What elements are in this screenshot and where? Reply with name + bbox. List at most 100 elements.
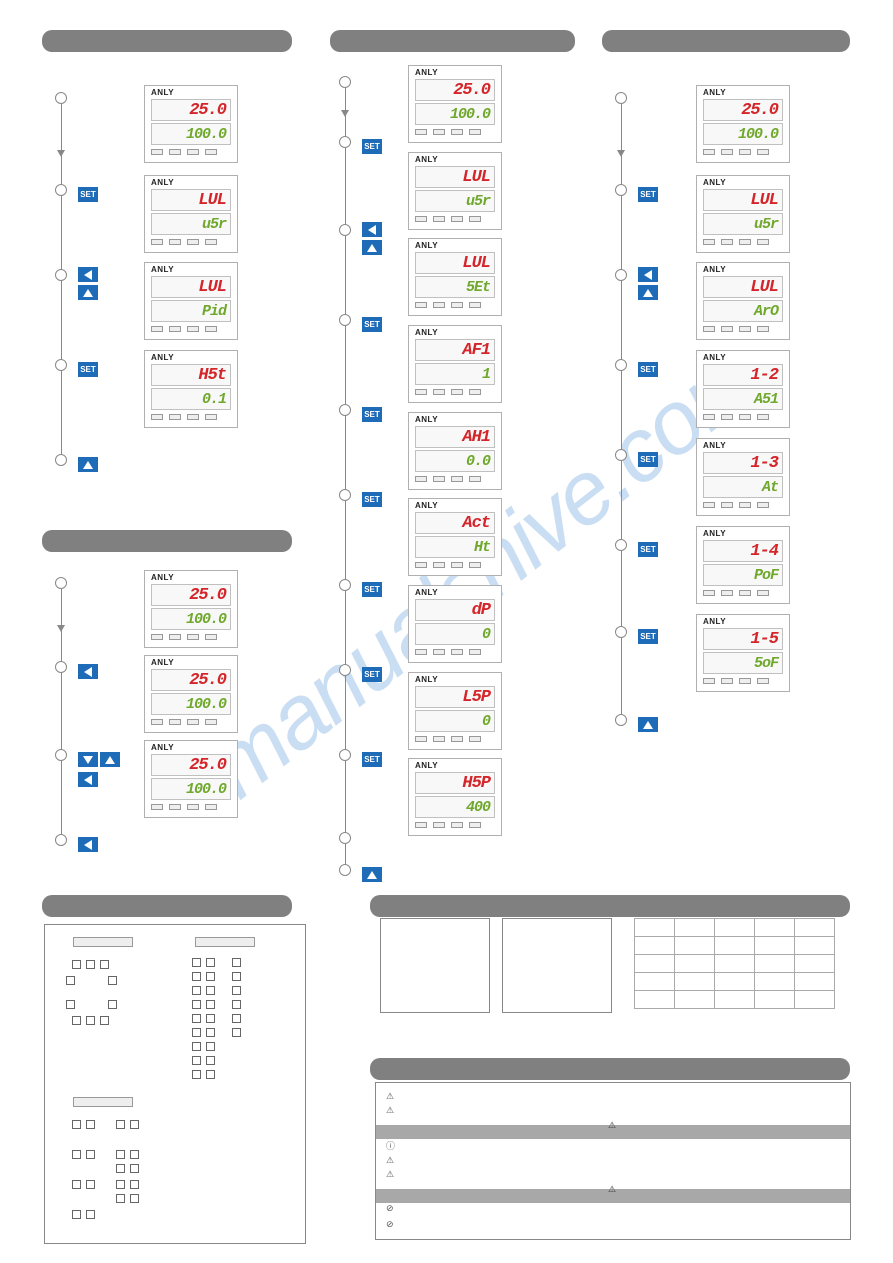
warning-icon: ⚠ bbox=[608, 1184, 616, 1195]
set-key[interactable]: SET bbox=[362, 407, 382, 422]
left-key[interactable] bbox=[638, 267, 658, 282]
prohibit-icon: ⊘ bbox=[386, 1203, 394, 1214]
flow-node bbox=[55, 577, 67, 589]
controller-display: ANLY 25.0 100.0 bbox=[408, 65, 502, 143]
section-bar bbox=[42, 530, 292, 552]
set-key[interactable]: SET bbox=[638, 542, 658, 557]
left-key[interactable] bbox=[362, 222, 382, 237]
warning-icon: ⚠ bbox=[386, 1155, 394, 1166]
flow-node bbox=[339, 749, 351, 761]
terminal-pin bbox=[232, 1028, 241, 1037]
flow-node bbox=[615, 92, 627, 104]
prohibit-icon: ⊘ bbox=[386, 1219, 394, 1230]
brand-label: ANLY bbox=[409, 66, 501, 77]
controller-display: ANLY 1-4 PoF bbox=[696, 526, 790, 604]
pv-display: 25.0 bbox=[151, 99, 231, 121]
sv-display: 100.0 bbox=[415, 103, 495, 125]
sv-display: 100.0 bbox=[151, 693, 231, 715]
pv-display: 1-5 bbox=[703, 628, 783, 650]
set-key[interactable]: SET bbox=[638, 187, 658, 202]
left-key[interactable] bbox=[78, 664, 98, 679]
pv-display: dP bbox=[415, 599, 495, 621]
terminal-pin bbox=[72, 1150, 81, 1159]
set-key[interactable]: SET bbox=[638, 362, 658, 377]
section-bar bbox=[370, 895, 850, 917]
flow-node bbox=[55, 359, 67, 371]
set-key[interactable]: SET bbox=[362, 492, 382, 507]
device-buttons bbox=[409, 645, 501, 655]
up-key[interactable] bbox=[78, 285, 98, 300]
pv-display: AF1 bbox=[415, 339, 495, 361]
pv-display: 1-4 bbox=[703, 540, 783, 562]
sv-display: PoF bbox=[703, 564, 783, 586]
terminal-pin bbox=[206, 1070, 215, 1079]
up-key[interactable] bbox=[100, 752, 120, 767]
controller-display: ANLY H5P 400 bbox=[408, 758, 502, 836]
pv-display: LUL bbox=[415, 166, 495, 188]
device-buttons bbox=[409, 385, 501, 395]
device-buttons bbox=[697, 410, 789, 420]
flow-line bbox=[61, 104, 62, 464]
left-key[interactable] bbox=[78, 267, 98, 282]
terminal-pin bbox=[66, 1000, 75, 1009]
up-key[interactable] bbox=[362, 240, 382, 255]
terminal-pin bbox=[206, 1000, 215, 1009]
flow-node bbox=[339, 314, 351, 326]
set-key[interactable]: SET bbox=[362, 139, 382, 154]
device-buttons bbox=[145, 715, 237, 725]
left-key[interactable] bbox=[78, 837, 98, 852]
set-key[interactable]: SET bbox=[362, 582, 382, 597]
flow-node bbox=[339, 664, 351, 676]
flow-node bbox=[615, 714, 627, 726]
sv-display: u5r bbox=[703, 213, 783, 235]
pv-display: LUL bbox=[151, 189, 231, 211]
controller-display: ANLY AF1 1 bbox=[408, 325, 502, 403]
up-key[interactable] bbox=[362, 867, 382, 882]
terminal-pin bbox=[72, 960, 81, 969]
pv-display: H5P bbox=[415, 772, 495, 794]
sv-display: 0 bbox=[415, 623, 495, 645]
set-key[interactable]: SET bbox=[362, 667, 382, 682]
sv-display: At bbox=[703, 476, 783, 498]
set-key[interactable]: SET bbox=[362, 317, 382, 332]
sv-display: Ht bbox=[415, 536, 495, 558]
up-key[interactable] bbox=[78, 457, 98, 472]
controller-display: ANLY LUL Pid bbox=[144, 262, 238, 340]
section-bar bbox=[42, 30, 292, 52]
terminal-pin bbox=[108, 1000, 117, 1009]
flow-node bbox=[615, 269, 627, 281]
set-key[interactable]: SET bbox=[78, 187, 98, 202]
terminal-pin bbox=[116, 1164, 125, 1173]
terminal-pin bbox=[116, 1150, 125, 1159]
terminal-label bbox=[73, 1097, 133, 1107]
device-buttons bbox=[409, 298, 501, 308]
controller-display: ANLY 25.0 100.0 bbox=[144, 85, 238, 163]
controller-display: ANLY LUL u5r bbox=[144, 175, 238, 253]
flow-node bbox=[339, 579, 351, 591]
up-key[interactable] bbox=[638, 717, 658, 732]
up-key[interactable] bbox=[638, 285, 658, 300]
pv-display: 1-3 bbox=[703, 452, 783, 474]
brand-label: ANLY bbox=[697, 527, 789, 538]
section-bar bbox=[330, 30, 575, 52]
terminal-label bbox=[195, 937, 255, 947]
terminal-pin bbox=[192, 986, 201, 995]
device-buttons bbox=[145, 235, 237, 245]
controller-display: ANLY 25.0 100.0 bbox=[696, 85, 790, 163]
terminal-label bbox=[73, 937, 133, 947]
device-buttons bbox=[145, 410, 237, 420]
set-key[interactable]: SET bbox=[362, 752, 382, 767]
left-key[interactable] bbox=[78, 772, 98, 787]
warning-icon: ⚠ bbox=[608, 1120, 616, 1131]
flow-arrow bbox=[57, 625, 65, 632]
device-buttons bbox=[409, 212, 501, 222]
terminal-pin bbox=[86, 1016, 95, 1025]
set-key[interactable]: SET bbox=[638, 452, 658, 467]
flow-node bbox=[55, 92, 67, 104]
down-key[interactable] bbox=[78, 752, 98, 767]
sv-display: 400 bbox=[415, 796, 495, 818]
controller-display: ANLY 1-2 A51 bbox=[696, 350, 790, 428]
set-key[interactable]: SET bbox=[638, 629, 658, 644]
terminal-pin bbox=[116, 1194, 125, 1203]
set-key[interactable]: SET bbox=[78, 362, 98, 377]
